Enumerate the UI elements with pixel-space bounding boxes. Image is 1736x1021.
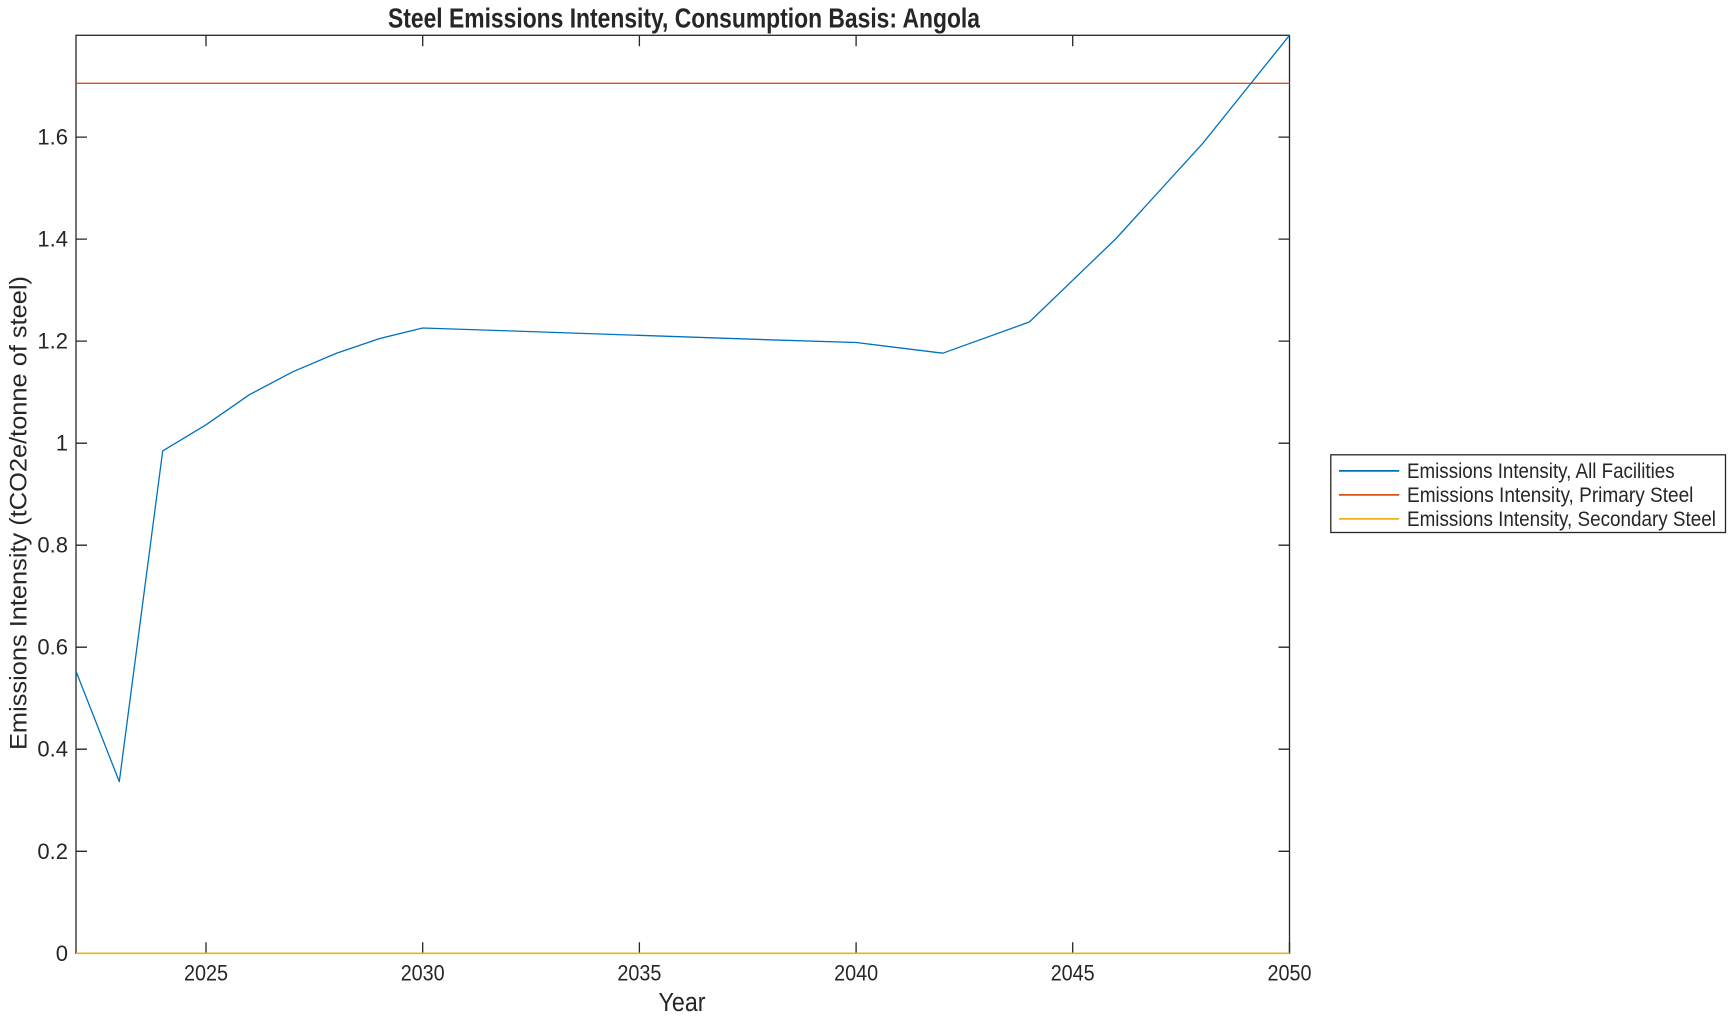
svg-text:1: 1 [56,431,68,456]
svg-text:0.2: 0.2 [37,839,68,864]
svg-text:Emissions Intensity, Secondary: Emissions Intensity, Secondary Steel [1407,508,1716,531]
svg-text:Year: Year [659,989,706,1017]
svg-text:2045: 2045 [1051,961,1095,986]
svg-text:Emissions Intensity (tCO2e/ton: Emissions Intensity (tCO2e/tonne of stee… [6,276,33,750]
svg-text:Emissions Intensity, All Facil: Emissions Intensity, All Facilities [1407,460,1675,483]
svg-text:2035: 2035 [617,961,661,986]
svg-text:0.8: 0.8 [37,533,68,558]
svg-text:2025: 2025 [184,961,228,986]
svg-text:2040: 2040 [834,961,878,986]
svg-text:0.6: 0.6 [37,635,68,660]
svg-text:0: 0 [56,941,68,966]
svg-text:Emissions Intensity, Primary S: Emissions Intensity, Primary Steel [1407,484,1693,507]
svg-text:1.4: 1.4 [37,227,68,252]
svg-text:0.4: 0.4 [37,737,68,762]
svg-text:2030: 2030 [401,961,445,986]
svg-text:Steel Emissions Intensity, Con: Steel Emissions Intensity, Consumption B… [388,3,980,34]
svg-text:1.2: 1.2 [37,329,68,354]
svg-text:1.6: 1.6 [37,125,68,150]
svg-text:2050: 2050 [1268,961,1312,986]
